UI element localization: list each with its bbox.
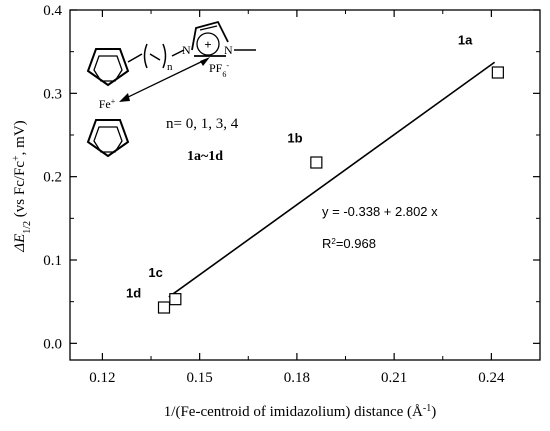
cation-circle bbox=[196, 32, 220, 56]
imidazolium-nitrogen-2: N bbox=[224, 43, 233, 57]
y-axis-label: ΔE1/2 (vs Fc/Fc+, mV) bbox=[11, 120, 33, 252]
fit-line bbox=[168, 61, 496, 298]
y-tick-label: 0.3 bbox=[43, 86, 62, 102]
point-label-1b: 1b bbox=[287, 131, 302, 146]
x-tick-label: 0.21 bbox=[381, 370, 407, 386]
point-label-1a: 1a bbox=[458, 33, 473, 48]
y-tick-labels: 0.0 0.1 0.2 0.3 0.4 bbox=[43, 3, 62, 352]
distance-arrow-head-fe bbox=[119, 93, 130, 102]
data-point-1a bbox=[491, 66, 504, 79]
data-point-1c bbox=[169, 293, 182, 306]
x-tick-label: 0.18 bbox=[284, 370, 310, 386]
fit-r-squared: R2=0.968 bbox=[322, 236, 376, 251]
counter-anion: PF6- bbox=[209, 61, 229, 79]
distance-arrow-head-imidazolium bbox=[200, 57, 210, 66]
imidazolium-double-bond bbox=[199, 25, 218, 31]
point-label-1c: 1c bbox=[148, 265, 162, 280]
upper-cyclopentadienyl-ring bbox=[86, 48, 130, 87]
y-tick-label: 0.1 bbox=[43, 253, 62, 269]
y-tick-label: 0.4 bbox=[43, 3, 62, 19]
series-range-label: 1a~1d bbox=[187, 149, 223, 164]
plot-frame bbox=[69, 9, 541, 361]
chain-bond-3 bbox=[171, 49, 185, 57]
data-points bbox=[157, 66, 504, 314]
imidazolium-ring-upper bbox=[191, 20, 229, 51]
imidazolium-nitrogen-1: N bbox=[182, 43, 191, 57]
iron-label: Fe+ bbox=[99, 97, 116, 112]
chain-bond-1 bbox=[127, 53, 143, 63]
right-paren-icon bbox=[162, 43, 167, 69]
x-tick-labels: 0.12 0.15 0.18 0.21 0.24 bbox=[89, 370, 505, 386]
data-point-1d bbox=[157, 301, 171, 314]
point-label-1d: 1d bbox=[126, 286, 141, 301]
lower-ring-inner-bond bbox=[93, 126, 123, 153]
upper-ring-inner-bond bbox=[93, 55, 123, 82]
left-paren-icon bbox=[143, 43, 148, 69]
n-values-label: n= 0, 1, 3, 4 bbox=[166, 116, 239, 132]
x-axis-label: 1/(Fe-centroid of imidazolium) distance … bbox=[164, 403, 436, 421]
y-tick-label: 0.0 bbox=[43, 336, 62, 352]
data-point-1b bbox=[310, 156, 323, 169]
cation-plus-sign: + bbox=[204, 37, 211, 52]
lower-cyclopentadienyl-ring bbox=[86, 119, 130, 158]
chain-bond-2 bbox=[149, 53, 161, 61]
axis-ticks bbox=[70, 9, 540, 360]
ferrocene-structure: Fe+ n N N + PF6- n= 0, 1, 3, 4 1a~1d bbox=[86, 20, 256, 164]
data-point-labels: 1a 1b 1c 1d bbox=[126, 33, 473, 301]
distance-arrow-line bbox=[123, 59, 206, 100]
fit-equation: y = -0.338 + 2.802 x bbox=[322, 204, 438, 219]
y-tick-label: 0.2 bbox=[43, 170, 62, 186]
x-tick-label: 0.15 bbox=[187, 370, 213, 386]
repeat-index-label: n bbox=[167, 61, 173, 73]
x-tick-label: 0.12 bbox=[89, 370, 115, 386]
x-tick-label: 0.24 bbox=[478, 370, 505, 386]
